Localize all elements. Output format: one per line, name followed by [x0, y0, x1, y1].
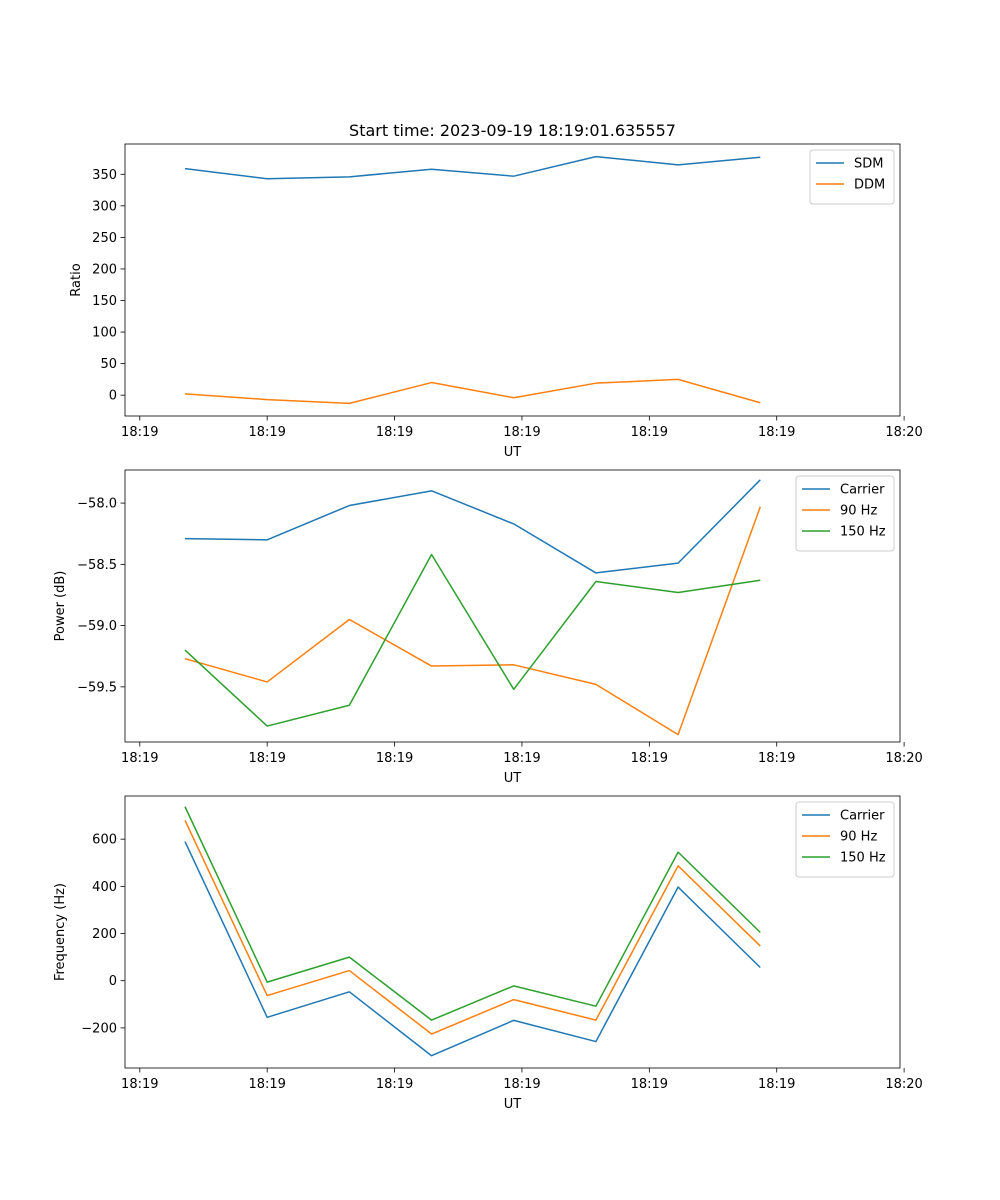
y-tick-label: −59.0: [77, 619, 117, 634]
x-tick-label: 18:19: [376, 751, 413, 766]
series-line-sdm: [184, 155, 761, 180]
x-tick-label: 18:19: [631, 751, 668, 766]
x-axis-label: UT: [504, 771, 522, 786]
y-tick-label: 400: [92, 880, 117, 895]
legend-box: [795, 475, 895, 552]
legend-label: 90 Hz: [840, 504, 877, 519]
x-tick-label: 18:19: [248, 751, 285, 766]
series-line-90-hz: [184, 506, 761, 736]
x-tick-label: 18:19: [631, 1077, 668, 1092]
y-tick-label: 350: [92, 168, 117, 183]
legend-label: Carrier: [840, 483, 885, 498]
x-tick-label: 18:20: [885, 425, 922, 440]
x-tick-label: 18:20: [885, 1077, 922, 1092]
x-tick-label: 18:19: [376, 1077, 413, 1092]
y-tick-label: −200: [81, 1021, 117, 1036]
series-line-carrier: [184, 841, 761, 1057]
y-tick-label: 200: [92, 927, 117, 942]
legend-label: 150 Hz: [840, 851, 886, 866]
series-line-ddm: [184, 378, 761, 405]
x-axis-label: UT: [504, 1097, 522, 1112]
legend-label: DDM: [854, 178, 885, 193]
y-tick-label: −59.5: [77, 680, 117, 695]
y-tick-label: −58.0: [77, 497, 117, 512]
legend-box: [795, 801, 895, 878]
x-axis-label: UT: [504, 445, 522, 460]
subplot-3: 18:19 18:19 18:19 18:19 18:19 18:19 18:20 −200 0…: [53, 795, 923, 1112]
legend-label: 90 Hz: [840, 830, 877, 845]
legend-label: Carrier: [840, 809, 885, 824]
axes-frame: [124, 143, 901, 417]
y-tick-label: 200: [92, 262, 117, 277]
y-tick-label: −58.5: [77, 558, 117, 573]
x-tick-label: 18:19: [121, 751, 158, 766]
y-axis-label: Frequency (Hz): [53, 883, 68, 981]
x-tick-label: 18:19: [121, 1077, 158, 1092]
x-tick-label: 18:19: [503, 425, 540, 440]
x-tick-label: 18:19: [248, 1077, 285, 1092]
x-tick-label: 18:19: [248, 425, 285, 440]
x-tick-label: 18:19: [631, 425, 668, 440]
x-tick-label: 18:19: [121, 425, 158, 440]
legend: Carrier 90 Hz 150 Hz: [795, 475, 895, 552]
y-tick-label: 0: [109, 974, 117, 989]
y-tick-label: 0: [109, 389, 117, 404]
series-line-150-hz: [184, 806, 761, 1021]
series-line-90-hz: [184, 819, 761, 1035]
x-tick-label: 18:19: [758, 425, 795, 440]
series-line-150-hz: [184, 553, 761, 727]
legend: SDM DDM: [809, 149, 895, 205]
y-tick-label: 250: [92, 231, 117, 246]
x-tick-label: 18:19: [758, 1077, 795, 1092]
y-axis-label: Power (dB): [53, 571, 68, 642]
subplot-2: 18:19 18:19 18:19 18:19 18:19 18:19 18:20 −59.5…: [53, 469, 923, 786]
x-tick-label: 18:19: [503, 751, 540, 766]
y-tick-label: 300: [92, 199, 117, 214]
axes-frame: [124, 469, 901, 743]
x-tick-label: 18:19: [758, 751, 795, 766]
series-line-carrier: [184, 479, 761, 574]
x-tick-label: 18:20: [885, 751, 922, 766]
y-tick-label: 150: [92, 294, 117, 309]
y-tick-label: 100: [92, 326, 117, 341]
y-axis-label: Ratio: [69, 263, 84, 296]
legend: Carrier 90 Hz 150 Hz: [795, 801, 895, 878]
chart-title: Start time: 2023-09-19 18:19:01.635557: [349, 121, 676, 140]
y-tick-label: 600: [92, 833, 117, 848]
axes-frame: [124, 795, 901, 1069]
subplot-1: 18:19 18:19 18:19 18:19 18:19 18:19 18:20 0 50 10…: [69, 121, 923, 460]
legend-label: 150 Hz: [840, 525, 886, 540]
x-tick-label: 18:19: [376, 425, 413, 440]
legend-label: SDM: [854, 157, 883, 172]
x-tick-label: 18:19: [503, 1077, 540, 1092]
y-tick-label: 50: [100, 357, 117, 372]
